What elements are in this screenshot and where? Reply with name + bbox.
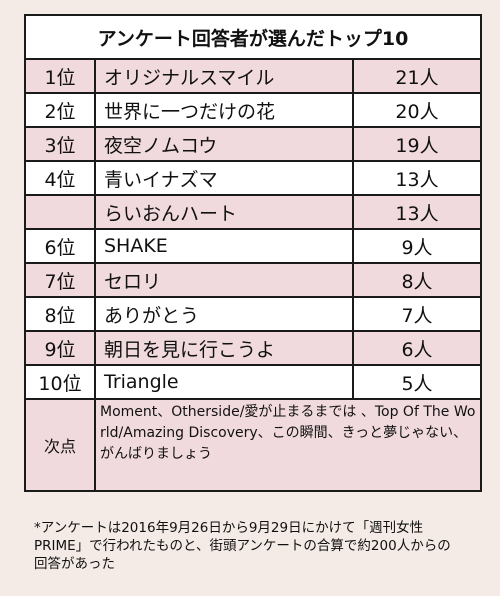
ranking-table-body: アンケート回答者が選んだトップ10 1位 オリジナルスマイル 21人 2位 世界に一つだ…	[23, 14, 483, 492]
vote-count-cell: 8人	[351, 262, 483, 298]
vote-count-cell: 6人	[351, 330, 483, 366]
rank-cell: 1位	[24, 58, 96, 94]
ranking-row: 7位 セロリ 8人	[24, 262, 483, 298]
song-title-cell: 夜空ノムコウ	[94, 126, 354, 162]
vote-count-cell: 13人	[351, 160, 483, 196]
song-title-cell: Triangle	[94, 364, 354, 400]
rank-cell: 6位	[24, 228, 96, 264]
footnote: *アンケートは2016年9月26日から9月29日にかけて「週刊女性PRIME」で…	[34, 520, 451, 572]
song-title-cell: 世界に一つだけの花	[94, 92, 354, 128]
ranking-row: 1位 オリジナルスマイル 21人	[24, 58, 483, 94]
honorable-mention-list: Moment、Otherside/愛が止まるまでは 、Top Of The Wo…	[93, 398, 483, 492]
song-title-cell: らいおんハート	[94, 194, 354, 230]
rank-cell: 4位	[24, 160, 96, 196]
vote-count-cell: 13人	[351, 194, 483, 230]
song-title-cell: 朝日を見に行こうよ	[94, 330, 354, 366]
honorable-mention-label: 次点	[24, 398, 96, 492]
song-title-cell: セロリ	[94, 262, 354, 298]
title-row: アンケート回答者が選んだトップ10	[23, 14, 483, 60]
rank-cell: 3位	[24, 126, 96, 162]
rank-cell: 7位	[24, 262, 96, 298]
ranking-row: らいおんハート 13人	[24, 194, 483, 230]
vote-count-cell: 9人	[351, 228, 483, 264]
ranking-row: 9位 朝日を見に行こうよ 6人	[24, 330, 483, 366]
honorable-mention-row: 次点 Moment、Otherside/愛が止まるまでは 、Top Of The …	[24, 398, 483, 492]
table-title: アンケート回答者が選んだトップ10	[23, 14, 483, 60]
song-title-cell: 青いイナズマ	[94, 160, 354, 196]
rank-cell: 2位	[24, 92, 96, 128]
vote-count-cell: 20人	[351, 92, 483, 128]
vote-count-cell: 5人	[351, 364, 483, 400]
vote-count-cell: 21人	[351, 58, 483, 94]
song-title-cell: SHAKE	[94, 228, 354, 264]
ranking-row: 6位 SHAKE 9人	[24, 228, 483, 264]
vote-count-cell: 19人	[351, 126, 483, 162]
song-title-cell: オリジナルスマイル	[94, 58, 354, 94]
rank-cell: 10位	[24, 364, 96, 400]
ranking-table: アンケート回答者が選んだトップ10 1位 オリジナルスマイル 21人 2位 世界に一つだ…	[23, 14, 483, 492]
rank-cell: 9位	[24, 330, 96, 366]
vote-count-cell: 7人	[351, 296, 483, 332]
ranking-row: 4位 青いイナズマ 13人	[24, 160, 483, 196]
song-title-cell: ありがとう	[94, 296, 354, 332]
ranking-row: 10位 Triangle 5人	[24, 364, 483, 400]
rank-cell	[24, 194, 96, 230]
rank-cell: 8位	[24, 296, 96, 332]
ranking-row: 2位 世界に一つだけの花 20人	[24, 92, 483, 128]
ranking-row: 8位 ありがとう 7人	[24, 296, 483, 332]
ranking-row: 3位 夜空ノムコウ 19人	[24, 126, 483, 162]
